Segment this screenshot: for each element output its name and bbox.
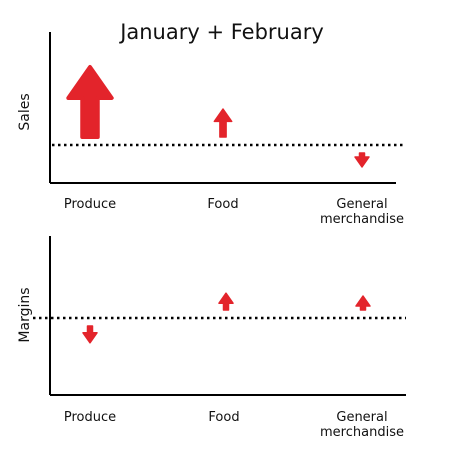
sales-category-label-line: merchandise	[320, 212, 404, 227]
sales-category-labels: Produce Food General merchandise	[64, 197, 404, 227]
sales-category-label-line: Produce	[64, 197, 116, 212]
margins-arrows	[82, 292, 371, 344]
sales-panel: Sales Produce Food General merchandise	[17, 32, 405, 227]
margins-arrow-up-3	[355, 295, 371, 311]
chart-title: January + February	[118, 20, 324, 44]
margins-category-label: Produce	[64, 410, 116, 425]
sales-category-label-line: General	[336, 197, 387, 212]
sales-arrows	[66, 65, 370, 168]
sales-category-label-line: Food	[207, 197, 238, 212]
margins-category-label: Food	[208, 410, 239, 425]
margins-arrow-down-1	[82, 325, 98, 344]
sales-arrow-up-1	[66, 65, 114, 139]
margins-category-label-line: Food	[208, 410, 239, 425]
margins-category-labels: Produce Food General merchandise	[64, 410, 404, 440]
margins-category-label-line: Produce	[64, 410, 116, 425]
margins-category-label: General merchandise	[320, 410, 404, 440]
margins-category-label-line: merchandise	[320, 425, 404, 440]
margins-y-label: Margins	[17, 287, 33, 342]
sales-category-label: Produce	[64, 197, 116, 212]
margins-panel: Margins Produce Food General merchandise	[17, 236, 406, 440]
margins-category-label-line: General	[336, 410, 387, 425]
sales-arrow-up-2	[213, 108, 233, 138]
sales-arrow-down-3	[354, 152, 370, 168]
margins-arrow-up-2	[218, 292, 234, 311]
sales-y-label: Sales	[17, 93, 33, 130]
sales-category-label: General merchandise	[320, 197, 404, 227]
sales-category-label: Food	[207, 197, 238, 212]
